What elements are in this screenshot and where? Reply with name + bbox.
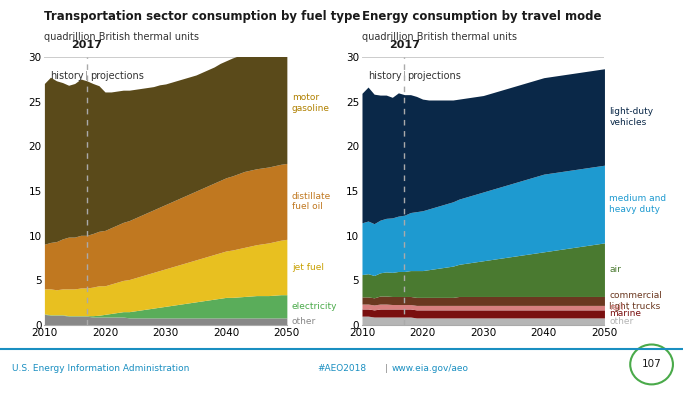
Text: air: air	[609, 265, 621, 274]
Text: marine: marine	[609, 309, 641, 318]
Text: light-duty
vehicles: light-duty vehicles	[609, 107, 654, 126]
Text: www.eia.gov/aeo: www.eia.gov/aeo	[392, 364, 469, 373]
Text: medium and
heavy duty: medium and heavy duty	[609, 194, 667, 214]
Text: history: history	[367, 71, 402, 80]
Text: other: other	[609, 317, 634, 326]
Text: Energy consumption by travel mode: Energy consumption by travel mode	[362, 10, 602, 23]
Text: 107: 107	[642, 359, 661, 370]
Text: #AEO2018: #AEO2018	[317, 364, 366, 373]
Text: jet fuel: jet fuel	[292, 262, 324, 271]
Text: other: other	[292, 317, 316, 326]
Text: U.S. Energy Information Administration: U.S. Energy Information Administration	[12, 364, 190, 373]
Text: commercial
light trucks: commercial light trucks	[609, 291, 663, 310]
Text: projections: projections	[408, 71, 461, 80]
Text: |: |	[385, 364, 387, 373]
Text: 2017: 2017	[389, 40, 420, 50]
Text: |: |	[403, 71, 406, 80]
Text: |: |	[85, 71, 88, 80]
Text: rail: rail	[609, 303, 624, 312]
Text: distillate
fuel oil: distillate fuel oil	[292, 191, 331, 211]
Text: projections: projections	[90, 71, 143, 80]
Text: electricity: electricity	[292, 302, 337, 311]
Text: motor
gasoline: motor gasoline	[292, 93, 330, 113]
Text: quadrillion British thermal units: quadrillion British thermal units	[44, 32, 199, 41]
Text: history: history	[50, 71, 84, 80]
Text: 2017: 2017	[72, 40, 102, 50]
Text: Transportation sector consumption by fuel type: Transportation sector consumption by fue…	[44, 10, 361, 23]
Text: quadrillion British thermal units: quadrillion British thermal units	[362, 32, 517, 41]
